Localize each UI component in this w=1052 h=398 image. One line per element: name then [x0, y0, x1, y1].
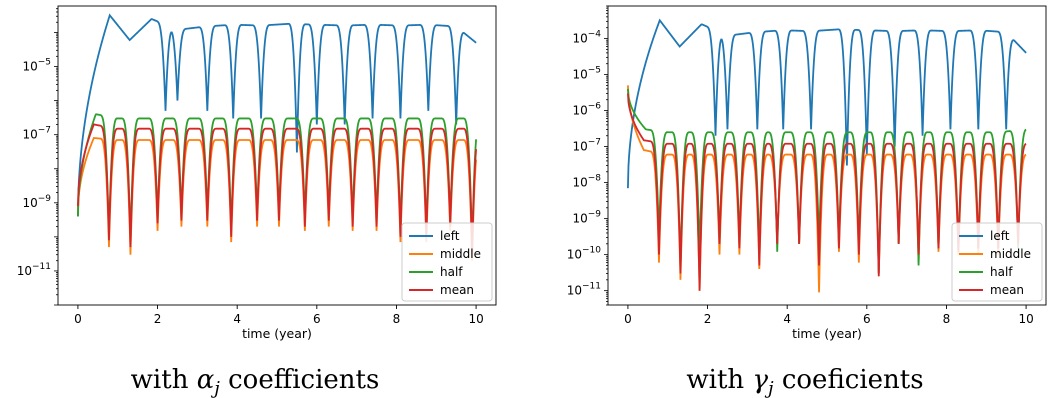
- series-line-mean: [77, 123, 477, 255]
- series-line-mean: [627, 93, 1027, 291]
- x-tick-label: 4: [233, 312, 241, 326]
- legend-label-left: left: [990, 229, 1010, 243]
- x-tick-label: 6: [863, 312, 871, 326]
- x-axis-label: time (year): [792, 326, 862, 341]
- x-axis-label: time (year): [242, 326, 312, 341]
- x-tick-label: 2: [154, 312, 162, 326]
- legend-label-half: half: [440, 265, 463, 279]
- x-tick-label: 6: [313, 312, 321, 326]
- panel-caption: with αj coefficients: [131, 365, 380, 398]
- y-tick-label: 10−7: [22, 126, 51, 142]
- y-tick-label: 10−5: [22, 58, 51, 74]
- x-tick-label: 8: [393, 312, 401, 326]
- legend-label-mean: mean: [440, 283, 474, 297]
- y-tick-label: 10−11: [567, 282, 601, 298]
- y-tick-label: 10−7: [572, 138, 601, 154]
- y-tick-label: 10−11: [17, 262, 51, 278]
- x-tick-label: 2: [704, 312, 712, 326]
- x-tick-label: 10: [1018, 312, 1033, 326]
- y-tick-label: 10−8: [572, 174, 601, 190]
- y-tick-label: 10−4: [572, 30, 601, 46]
- legend-label-middle: middle: [440, 247, 481, 261]
- y-tick-label: 10−6: [572, 102, 601, 118]
- x-tick-label: 8: [943, 312, 951, 326]
- series-lines: [627, 18, 1027, 293]
- x-tick-label: 0: [74, 312, 82, 326]
- plot-frame: [607, 5, 1047, 306]
- legend-label-half: half: [990, 265, 1013, 279]
- plot-frame: [57, 5, 497, 306]
- y-tick-label: 10−9: [22, 194, 51, 210]
- legend-box: [951, 222, 1043, 302]
- legend-box: [401, 222, 493, 302]
- x-tick-label: 10: [468, 312, 483, 326]
- legend-label-mean: mean: [990, 283, 1024, 297]
- legend: left middle half mean: [951, 222, 1043, 302]
- chart-panel-gamma: 0 2 4 6 8 10 10−4 10−5 10−6 10−7 10−8 10−9 10−10 10−1…: [567, 5, 1047, 398]
- y-tick-label: 10−5: [572, 66, 601, 82]
- y-tick-label: 10−9: [572, 210, 601, 226]
- series-line-left: [627, 18, 1027, 189]
- series-line-left: [77, 13, 477, 217]
- series-lines: [77, 13, 477, 261]
- chart-panel-alpha: 0 2 4 6 8 10 10−5 10−7 10−9 10−11 time (year) left m…: [17, 5, 497, 398]
- y-tick-label: 10−10: [567, 246, 602, 262]
- legend-label-left: left: [440, 229, 460, 243]
- legend: left middle half mean: [401, 222, 493, 302]
- x-tick-label: 0: [624, 312, 632, 326]
- panel-caption: with γj coeficients: [686, 365, 923, 398]
- x-tick-label: 4: [783, 312, 791, 326]
- legend-label-middle: middle: [990, 247, 1031, 261]
